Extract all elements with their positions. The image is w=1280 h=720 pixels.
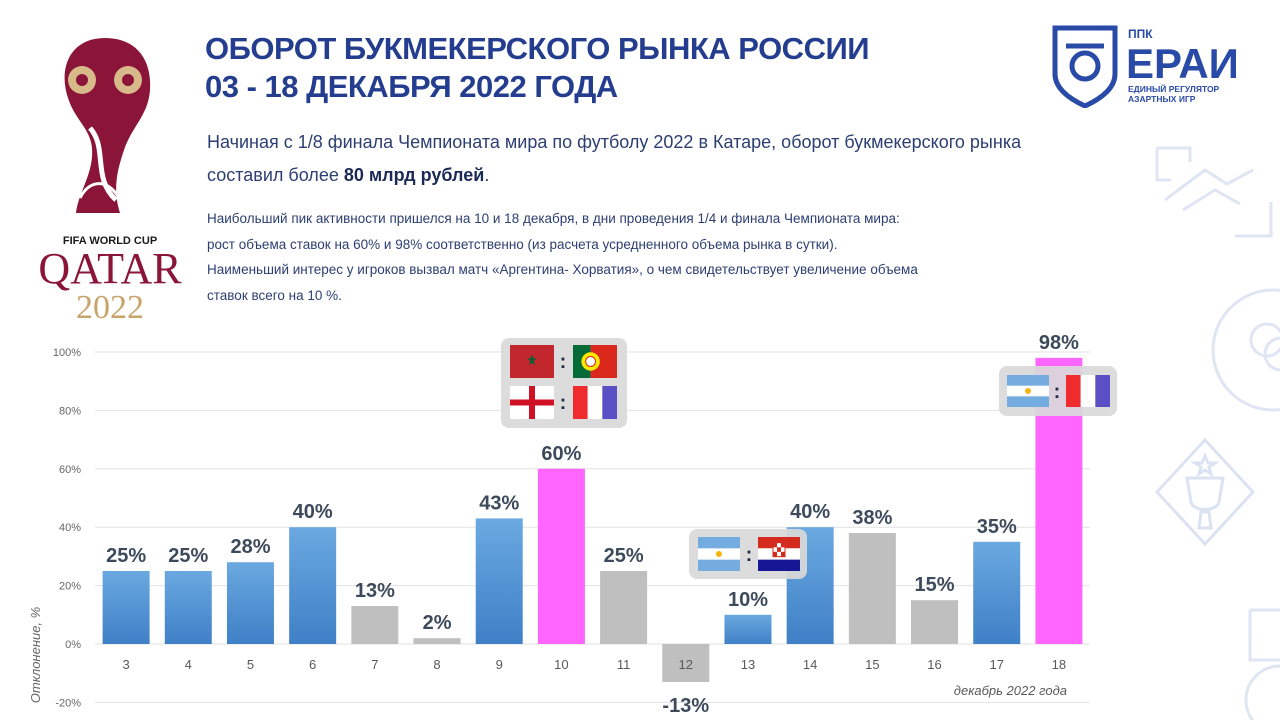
flag-france-icon [1066,375,1110,407]
logo-year-text: 2022 [76,289,144,326]
world-cup-logo: FIFA WORLD CUP QATAR 2022 [38,38,182,326]
bar-value-label: 40% [790,501,830,523]
y-tick-label: 60% [59,464,81,476]
x-tick-label: 14 [803,657,817,672]
x-tick-label: 11 [617,657,631,672]
x-tick-label: 16 [927,657,941,672]
brand-name: ЕРАИ [1126,40,1239,87]
x-axis-label: декабрь 2022 года [954,683,1067,698]
bar-value-label: 15% [915,574,955,596]
bar-value-label: 10% [728,589,768,611]
y-axis-label: Отклонение, % [28,607,43,703]
bar-value-label: 28% [230,536,270,558]
x-tick-label: 5 [247,657,254,672]
bar-value-label: 25% [604,545,644,567]
brand-logo: ППК ЕРАИ ЕДИНЫЙ РЕГУЛЯТОР АЗАРТНЫХ ИГР [1052,25,1239,108]
bar-value-label: 98% [1039,332,1079,354]
bar-17 [973,541,1021,644]
note-line: рост объема ставок на 60% и 98% соответс… [207,236,838,252]
bar-6 [289,527,337,644]
y-tick-label: 0% [65,639,81,651]
y-tick-label: 100% [53,347,81,359]
intro-highlight: 80 млрд рублей [343,165,485,185]
matchup-separator: : [1054,381,1061,403]
bar-9 [475,518,523,644]
x-tick-label: 7 [371,657,378,672]
x-tick-label: 13 [741,657,755,672]
bar-value-label: 40% [293,501,333,523]
bar-value-label: 2% [423,612,452,634]
bar-4 [164,571,212,644]
flag-argentina-icon [698,537,740,571]
trophy-icon [1154,437,1256,547]
bar-7 [351,606,399,644]
x-tick-label: 6 [309,657,316,672]
bar-value-label: -13% [662,695,709,717]
rings-icon [1211,288,1280,412]
x-tick-label: 8 [433,657,440,672]
shield-icon [1052,25,1118,108]
decorative-icons [1154,146,1280,720]
intro-line-2: составил более 80 млрд рублей. [207,159,1137,192]
y-tick-label: 80% [59,405,81,417]
bar-5 [226,562,274,644]
corner-shape-icon [1244,608,1280,720]
flag-england-icon [510,386,554,419]
brand-subtitle-1: ЕДИНЫЙ РЕГУЛЯТОР [1128,83,1220,94]
flag-morocco-icon [510,345,554,378]
x-tick-label: 9 [496,657,503,672]
bar-11 [600,571,648,644]
matchup-separator: : [560,351,567,373]
flag-argentina-icon [1007,375,1049,407]
turnover-bar-chart: -20% 0% 20% 40% 60% 80% 100% Отклонение, % 25% 3 2… [28,332,1117,717]
intro-line-1: Начиная с 1/8 финала Чемпионата мира по … [207,132,1022,152]
bar-value-label: 60% [541,443,581,465]
bar-16 [911,600,959,644]
bar-3 [102,571,150,644]
bar-value-label: 38% [852,507,892,529]
flag-portugal-icon [573,345,617,378]
x-tick-label: 3 [122,657,129,672]
bar-8 [413,638,461,644]
intro-line-2-text: составил более [207,165,344,185]
y-tick-label: 40% [59,522,81,534]
page-title: ОБОРОТ БУКМЕКЕРСКОГО РЫНКА РОССИИ 03 - 1… [205,30,870,106]
matchup-separator: : [746,544,753,566]
bar-10 [537,468,585,644]
bar-value-label: 25% [168,545,208,567]
bar-value-label: 13% [355,580,395,602]
note-line: Наибольший пик активности пришелся на 10… [207,211,900,226]
x-tick-label: 4 [185,657,192,672]
x-tick-label: 12 [679,657,693,672]
brand-ppk: ППК [1128,27,1153,41]
y-tick-label: -20% [55,697,81,709]
flag-france-icon [573,386,617,419]
intro-line-2-end: . [484,165,490,185]
bar-13 [724,614,772,644]
bar-value-label: 43% [479,492,519,514]
matchup-separator: : [560,392,567,414]
bar-15 [848,533,896,644]
x-tick-label: 15 [865,657,879,672]
note-line: ставок всего на 10 %. [207,287,342,303]
notes-block: Наибольший пик активности пришелся на 10… [207,206,1107,308]
handshake-icon [1155,146,1273,238]
flag-croatia-icon [758,537,800,571]
bar-value-label: 35% [977,516,1017,538]
trophy-emblem-icon [64,38,151,213]
x-tick-label: 17 [989,657,1003,672]
x-tick-label: 10 [554,657,568,672]
intro-text: Начиная с 1/8 финала Чемпионата мира по … [207,126,1137,192]
brand-subtitle-2: АЗАРТНЫХ ИГР [1128,94,1196,104]
y-tick-label: 20% [59,581,81,593]
bar-value-label: 25% [106,545,146,567]
logo-qatar-text: QATAR [38,244,182,293]
title-line-2: 03 - 18 ДЕКАБРЯ 2022 ГОДА [205,69,618,104]
x-tick-label: 18 [1052,657,1066,672]
note-line: Наименьший интерес у игроков вызвал матч… [207,262,918,277]
title-line-1: ОБОРОТ БУКМЕКЕРСКОГО РЫНКА РОССИИ [205,31,870,66]
bar-12 [662,644,710,682]
logo-fifa-text: FIFA WORLD CUP [63,235,157,247]
